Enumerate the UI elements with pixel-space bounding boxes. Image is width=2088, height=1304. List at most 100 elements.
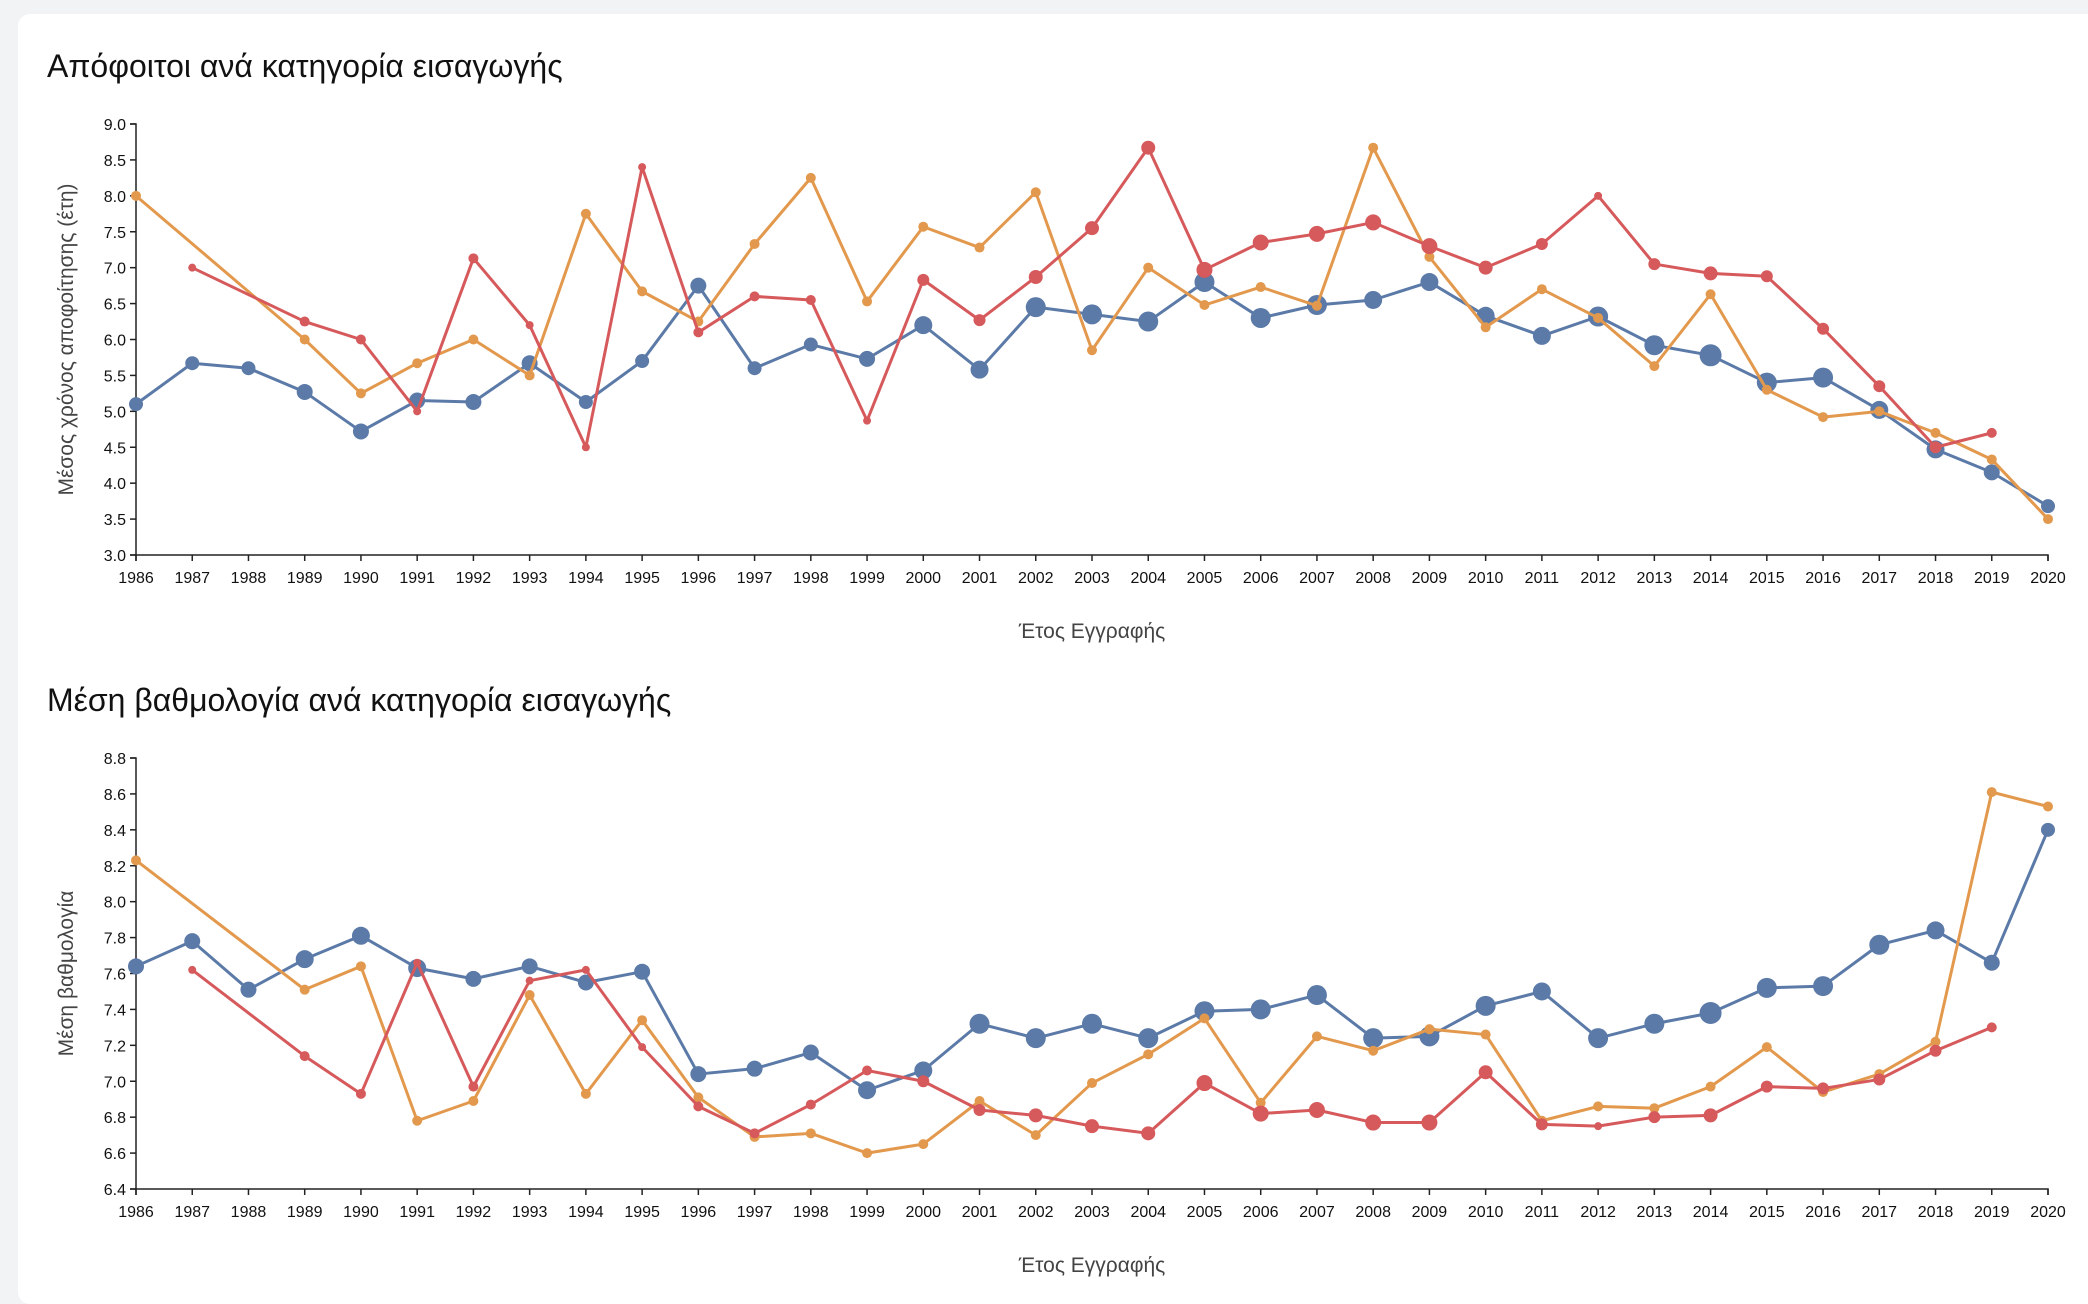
- data-point[interactable]: [974, 242, 985, 253]
- data-point[interactable]: [1929, 1044, 1942, 1057]
- data-point[interactable]: [355, 961, 366, 972]
- data-point[interactable]: [749, 1128, 760, 1139]
- data-point[interactable]: [1761, 384, 1772, 395]
- data-point[interactable]: [1756, 977, 1777, 998]
- data-point[interactable]: [1085, 1119, 1099, 1134]
- data-point[interactable]: [2043, 801, 2053, 812]
- data-point[interactable]: [413, 407, 422, 416]
- data-point[interactable]: [1087, 345, 1097, 356]
- data-point[interactable]: [1930, 427, 1941, 438]
- data-point[interactable]: [524, 370, 535, 381]
- data-point[interactable]: [465, 970, 482, 987]
- data-point[interactable]: [1421, 238, 1438, 255]
- data-point[interactable]: [1368, 1045, 1379, 1056]
- data-point[interactable]: [1365, 1114, 1382, 1131]
- data-point[interactable]: [185, 356, 200, 371]
- data-point[interactable]: [747, 361, 762, 376]
- data-point[interactable]: [1532, 326, 1551, 345]
- data-point[interactable]: [355, 388, 366, 399]
- data-point[interactable]: [1532, 982, 1551, 1001]
- data-point[interactable]: [690, 1066, 707, 1083]
- data-point[interactable]: [1421, 1114, 1438, 1131]
- data-point[interactable]: [1368, 142, 1379, 153]
- data-point[interactable]: [1873, 380, 1886, 393]
- data-point[interactable]: [1874, 406, 1885, 417]
- data-point[interactable]: [1986, 1022, 1997, 1033]
- data-point[interactable]: [1699, 1002, 1722, 1025]
- data-point[interactable]: [578, 394, 593, 409]
- data-point[interactable]: [1311, 300, 1322, 311]
- data-point[interactable]: [973, 1103, 986, 1116]
- data-point[interactable]: [1817, 1082, 1830, 1095]
- data-point[interactable]: [1594, 191, 1603, 200]
- data-point[interactable]: [1143, 1049, 1154, 1060]
- data-point[interactable]: [241, 361, 256, 376]
- data-point[interactable]: [803, 337, 818, 352]
- data-point[interactable]: [525, 976, 534, 985]
- data-point[interactable]: [1760, 270, 1773, 283]
- data-point[interactable]: [1873, 1073, 1886, 1086]
- data-point[interactable]: [749, 291, 760, 302]
- data-point[interactable]: [862, 1148, 873, 1159]
- data-point[interactable]: [805, 1128, 816, 1139]
- data-point[interactable]: [580, 208, 591, 219]
- data-point[interactable]: [1983, 464, 2000, 481]
- data-point[interactable]: [1424, 251, 1435, 262]
- data-point[interactable]: [299, 984, 310, 995]
- data-point[interactable]: [1705, 289, 1716, 300]
- data-point[interactable]: [1138, 1028, 1159, 1049]
- data-point[interactable]: [1138, 311, 1159, 332]
- data-point[interactable]: [917, 1075, 930, 1088]
- data-point[interactable]: [413, 958, 422, 967]
- data-point[interactable]: [299, 334, 310, 345]
- data-point[interactable]: [1535, 237, 1548, 250]
- data-point[interactable]: [1196, 261, 1213, 278]
- data-point[interactable]: [1986, 454, 1997, 465]
- data-point[interactable]: [1475, 995, 1496, 1016]
- data-point[interactable]: [1588, 1028, 1609, 1049]
- data-point[interactable]: [1194, 272, 1215, 293]
- data-point[interactable]: [1536, 284, 1547, 295]
- data-point[interactable]: [805, 294, 816, 305]
- data-point[interactable]: [1252, 1105, 1269, 1122]
- data-point[interactable]: [1817, 322, 1830, 335]
- data-point[interactable]: [1311, 1031, 1322, 1042]
- data-point[interactable]: [1141, 1126, 1156, 1141]
- data-point[interactable]: [1986, 787, 1997, 798]
- data-point[interactable]: [351, 926, 370, 945]
- data-point[interactable]: [969, 1013, 990, 1034]
- data-point[interactable]: [1028, 270, 1043, 285]
- data-point[interactable]: [1028, 1108, 1043, 1123]
- data-point[interactable]: [355, 1088, 366, 1099]
- data-point[interactable]: [1082, 304, 1102, 325]
- data-point[interactable]: [638, 163, 647, 172]
- data-point[interactable]: [1699, 344, 1722, 367]
- data-point[interactable]: [412, 1115, 423, 1126]
- data-point[interactable]: [2043, 514, 2053, 525]
- data-point[interactable]: [521, 958, 538, 975]
- data-point[interactable]: [1649, 361, 1660, 372]
- data-point[interactable]: [973, 314, 986, 327]
- data-point[interactable]: [1480, 1029, 1491, 1040]
- data-point[interactable]: [184, 933, 201, 950]
- data-point[interactable]: [1306, 985, 1327, 1006]
- data-point[interactable]: [1143, 262, 1154, 273]
- data-point[interactable]: [131, 855, 141, 866]
- data-point[interactable]: [859, 350, 876, 367]
- data-point[interactable]: [1478, 1065, 1493, 1080]
- data-point[interactable]: [1196, 1075, 1213, 1092]
- data-point[interactable]: [1535, 1118, 1548, 1131]
- data-point[interactable]: [693, 1101, 704, 1112]
- data-point[interactable]: [577, 974, 594, 991]
- data-point[interactable]: [1760, 1080, 1773, 1093]
- data-point[interactable]: [1308, 225, 1325, 242]
- data-point[interactable]: [1930, 1036, 1941, 1047]
- data-point[interactable]: [1363, 1028, 1384, 1049]
- data-point[interactable]: [638, 1043, 647, 1052]
- data-point[interactable]: [1478, 260, 1493, 275]
- data-point[interactable]: [1087, 1078, 1097, 1089]
- data-point[interactable]: [1364, 290, 1383, 309]
- data-point[interactable]: [693, 327, 704, 338]
- data-point[interactable]: [1252, 234, 1269, 251]
- data-point[interactable]: [1030, 1130, 1041, 1141]
